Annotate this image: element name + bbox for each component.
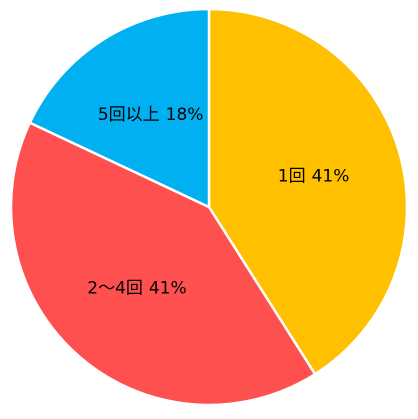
slice-label: 1回 41% [278, 167, 350, 187]
category-label: 2～4回 [87, 279, 143, 299]
value-label: 18% [166, 105, 204, 125]
pie-slice [9, 121, 317, 407]
category-label: 1回 [278, 167, 306, 187]
pie-slice [28, 7, 211, 209]
value-label: 41% [312, 167, 350, 187]
category-label: 5回以上 [98, 105, 160, 125]
slice-label: 5回以上 18% [98, 105, 204, 125]
slice-label: 2～4回 41% [87, 279, 186, 299]
value-label: 41% [149, 279, 187, 299]
